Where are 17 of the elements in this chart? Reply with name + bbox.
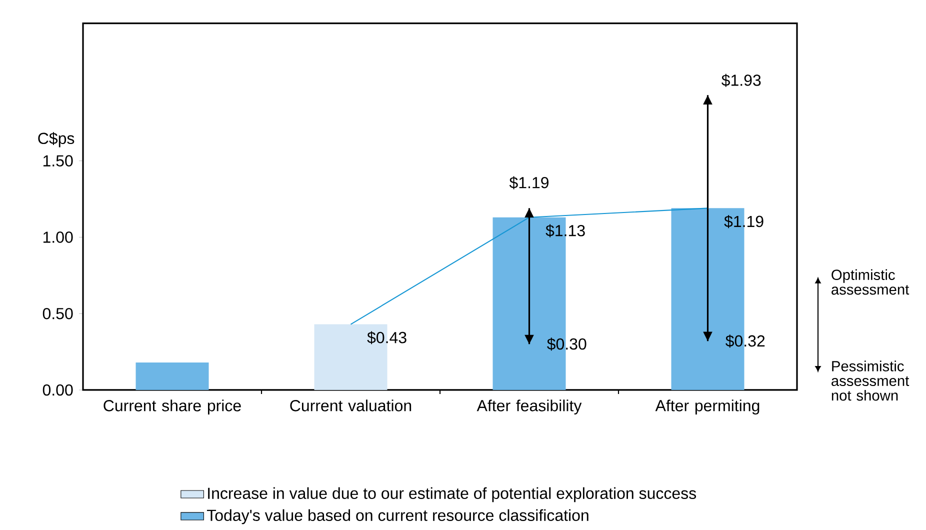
text: Pessimistic assessment not shown xyxy=(832,360,910,401)
legend-label: Increase in value due to our estimate of potential exploration success xyxy=(208,487,696,502)
y-tick-label: 1.00 xyxy=(43,232,73,243)
y-tick-label: 0.00 xyxy=(42,384,73,396)
x-tick-label: After permiting xyxy=(655,400,760,415)
x-tick-label: Current valuation xyxy=(290,400,412,412)
text: Optimistic assessment xyxy=(832,269,910,295)
bar xyxy=(136,362,209,390)
data-label: $0.43 xyxy=(367,331,406,344)
annotation: $1.19 xyxy=(509,176,548,190)
y-axis-title: C$ps xyxy=(38,132,74,148)
y-tick-label: 1.50 xyxy=(43,155,73,166)
y-tick-label: 0.50 xyxy=(42,308,73,320)
x-tick-label: Current share price xyxy=(104,400,241,415)
x-tick-label: After feasibility xyxy=(476,400,582,415)
annotation: $1.93 xyxy=(722,74,761,87)
legend-label: Today's value based on current resource classification xyxy=(206,509,588,524)
